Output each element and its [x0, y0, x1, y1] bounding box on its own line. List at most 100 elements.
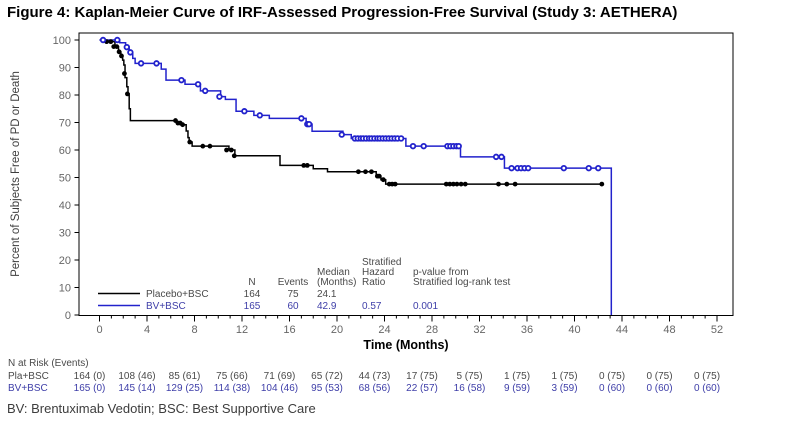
- stat-header-median: (Months): [317, 277, 356, 288]
- censor-mark-placebo: [301, 163, 307, 168]
- stat-value-p: 0.001: [413, 301, 438, 312]
- censor-mark-bv: [338, 131, 345, 138]
- x-tick-label: 12: [236, 324, 248, 336]
- stat-value-events: 75: [287, 289, 299, 300]
- risk-cell: 75 (66): [216, 371, 248, 382]
- censor-mark-placebo: [224, 147, 229, 153]
- censor-mark-placebo: [116, 49, 122, 55]
- censor-mark-bv: [498, 153, 505, 161]
- censor-mark-placebo: [462, 181, 468, 187]
- censor-mark-placebo: [496, 181, 501, 187]
- km-curve-bv-bsc: [99, 39, 613, 315]
- stat-value-median: 24.1: [317, 289, 337, 300]
- x-tick-label: 20: [331, 324, 343, 336]
- censor-mark-placebo: [108, 39, 114, 45]
- stat-header-p: p-value from: [413, 267, 469, 278]
- censor-mark-bv: [194, 81, 202, 88]
- risk-cell: 5 (75): [456, 371, 482, 382]
- legend-label: BV+BSC: [146, 301, 186, 312]
- x-tick-label: 8: [191, 324, 197, 336]
- risk-cell: 0 (75): [694, 371, 720, 382]
- censor-mark-placebo: [454, 181, 460, 187]
- figure-title: Figure 4: Kaplan-Meier Curve of IRF-Asse…: [7, 4, 678, 21]
- y-axis-title: Percent of Subjects Free of PD or Death: [10, 71, 22, 277]
- censor-mark-placebo: [119, 53, 124, 59]
- censor-mark-placebo: [231, 153, 237, 159]
- x-tick-label: 28: [426, 324, 438, 336]
- risk-cell: 0 (75): [599, 371, 625, 382]
- censor-mark-bv: [137, 60, 145, 67]
- x-tick-label: 52: [711, 324, 723, 336]
- censor-mark-placebo: [114, 44, 120, 49]
- risk-cell: 95 (53): [311, 383, 343, 394]
- risk-table-title: N at Risk (Events): [8, 358, 89, 369]
- censor-mark-placebo: [392, 181, 398, 187]
- censor-mark-bv: [595, 164, 602, 172]
- censor-mark-bv: [256, 112, 264, 119]
- censor-mark-placebo: [304, 163, 310, 168]
- y-tick-label: 80: [59, 90, 71, 102]
- y-tick-label: 70: [59, 118, 71, 130]
- stat-header-hr: Stratified: [362, 257, 401, 268]
- risk-cell: 71 (69): [264, 371, 296, 382]
- censor-mark-bv: [127, 49, 134, 56]
- y-tick-label: 0: [65, 310, 71, 322]
- risk-row-label: BV+BSC: [8, 383, 48, 394]
- stat-value-n: 164: [244, 289, 261, 300]
- risk-cell: 68 (56): [359, 383, 391, 394]
- censor-mark-bv: [508, 164, 515, 172]
- x-tick-label: 44: [616, 324, 628, 336]
- censor-mark-placebo: [122, 71, 127, 76]
- censor-mark-placebo: [125, 91, 130, 97]
- stat-header-hr: Ratio: [362, 277, 386, 288]
- risk-cell: 85 (61): [169, 371, 201, 382]
- footnote: BV: Brentuximab Vedotin; BSC: Best Suppo…: [7, 401, 316, 416]
- km-curve-placebo-bsc: [99, 39, 603, 185]
- censor-mark-placebo: [376, 173, 382, 179]
- censor-mark-bv: [123, 43, 131, 51]
- risk-cell: 164 (0): [74, 371, 106, 382]
- censor-mark-placebo: [504, 181, 510, 187]
- censor-mark-placebo: [599, 181, 605, 187]
- censor-mark-placebo: [443, 181, 449, 187]
- censor-mark-bv: [298, 115, 305, 122]
- risk-cell: 22 (57): [406, 383, 438, 394]
- stat-header-hr: Hazard: [362, 267, 394, 278]
- risk-cell: 114 (38): [214, 383, 251, 394]
- censor-mark-bv: [455, 142, 462, 150]
- censor-mark-placebo: [355, 169, 361, 175]
- x-tick-label: 0: [96, 324, 102, 336]
- risk-cell: 108 (46): [118, 371, 155, 382]
- x-tick-label: 48: [663, 324, 675, 336]
- censor-mark-placebo: [458, 181, 464, 187]
- stat-value-events: 60: [287, 301, 299, 312]
- risk-cell: 3 (59): [551, 383, 577, 394]
- risk-cell: 0 (60): [599, 383, 625, 394]
- censor-mark-placebo: [450, 181, 456, 187]
- censor-mark-bv: [216, 93, 223, 100]
- x-tick-label: 36: [521, 324, 533, 336]
- censor-mark-bv: [178, 76, 185, 84]
- risk-cell: 9 (59): [504, 383, 530, 394]
- censor-mark-placebo: [380, 177, 386, 183]
- censor-mark-placebo: [512, 181, 518, 187]
- risk-cell: 104 (46): [261, 383, 298, 394]
- y-tick-label: 30: [59, 228, 71, 240]
- y-tick-label: 90: [59, 63, 71, 75]
- censor-mark-placebo: [200, 143, 206, 149]
- stat-header-n: N: [248, 277, 255, 288]
- risk-cell: 44 (73): [359, 371, 391, 382]
- risk-cell: 0 (75): [646, 371, 672, 382]
- risk-cell: 129 (25): [166, 383, 203, 394]
- x-tick-label: 40: [568, 324, 580, 336]
- censor-mark-bv: [560, 164, 568, 172]
- risk-cell: 165 (0): [74, 383, 106, 394]
- y-tick-label: 60: [59, 145, 71, 157]
- censor-mark-placebo: [369, 169, 374, 175]
- censor-mark-bv: [114, 36, 121, 44]
- risk-cell: 65 (72): [311, 371, 343, 382]
- censor-mark-placebo: [363, 169, 368, 175]
- risk-cell: 1 (75): [504, 371, 530, 382]
- censor-mark-bv: [153, 60, 160, 67]
